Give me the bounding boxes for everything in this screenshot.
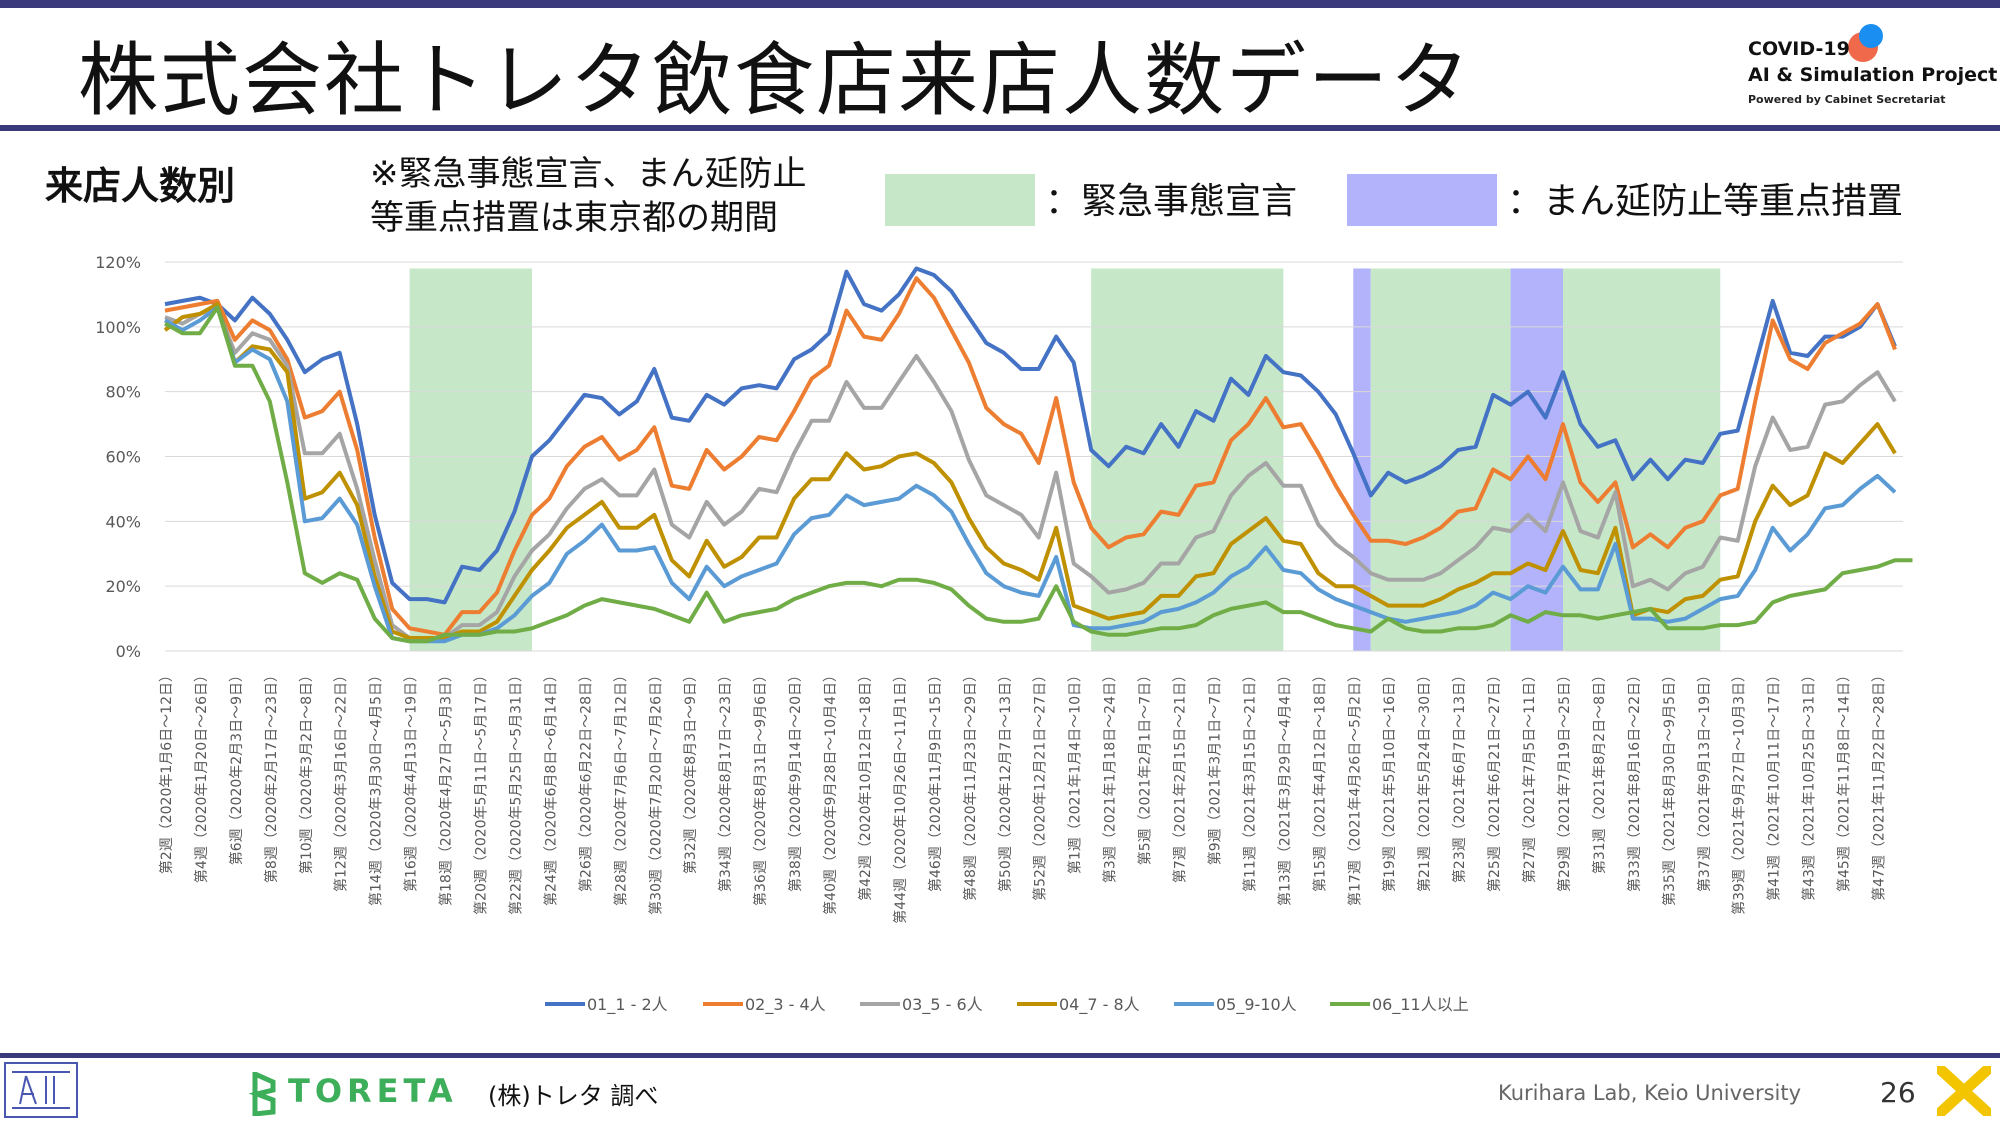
logo-blue-dot-icon [1859, 24, 1883, 48]
x-tick-label: 第21週（2021年5月24日～30日） [1416, 668, 1433, 892]
page-number: 26 [1880, 1076, 1916, 1109]
y-tick-label: 0% [116, 642, 141, 661]
x-tick-label: 第32週（2020年8月3日～9日） [682, 668, 699, 874]
x-tick-label: 第8週（2020年2月17日～23日） [263, 668, 280, 883]
data-source: (株)トレタ 調べ [488, 1082, 659, 1110]
x-tick-label: 第45週（2021年11月8日～14日） [1836, 668, 1853, 892]
priority-swatch [1347, 174, 1497, 226]
x-tick-label: 第44週（2020年10月26日～11月1日） [892, 668, 909, 924]
x-tick-label: 第2週（2020年1月6日～12日） [158, 668, 175, 874]
x-tick-label: 第7週（2021年2月15日～21日） [1172, 668, 1189, 883]
legend-label: 03_5 - 6人 [902, 995, 983, 1015]
toreta-logo-icon [248, 1072, 276, 1116]
y-tick-label: 100% [95, 318, 141, 337]
x-tick-label: 第27週（2021年7月5日～11日） [1521, 668, 1538, 883]
x-tick-label: 第25週（2021年6月21日～27日） [1486, 668, 1503, 892]
x-tick-label: 第28週（2020年7月6日～7月12日） [612, 668, 629, 906]
x-tick-label: 第16週（2020年4月13日～19日） [403, 668, 420, 892]
lab-logo-icon [4, 1062, 78, 1118]
x-tick-label: 第15週（2021年4月12日～18日） [1311, 668, 1328, 892]
footer-divider [0, 1053, 2000, 1058]
logo-line2: AI & Simulation Project [1748, 64, 1998, 86]
x-tick-label: 第42週（2020年10月12日～18日） [857, 668, 874, 901]
x-tick-label: 第20週（2020年5月11日～5月17日） [473, 668, 490, 915]
x-tick-label: 第5週（2021年2月1日～7日） [1137, 668, 1154, 865]
x-tick-label: 第13週（2021年3月29日～4月4日） [1276, 668, 1293, 906]
shaded-period-emergency [409, 268, 532, 651]
shaded-period-priority [1353, 268, 1371, 651]
x-tick-label: 第18週（2020年4月27日～5月3日） [438, 668, 455, 906]
x-tick-label: 第33週（2021年8月16日～22日） [1626, 668, 1643, 892]
emergency-swatch [885, 174, 1035, 226]
title-divider [0, 125, 2000, 131]
x-logo-icon [1937, 1066, 1991, 1116]
x-tick-label: 第19週（2021年5月10日～16日） [1381, 668, 1398, 892]
x-tick-label: 第34週（2020年8月17日～23日） [717, 668, 734, 892]
x-tick-label: 第29週（2021年7月19日～25日） [1556, 668, 1573, 892]
x-tick-label: 第39週（2021年9月27日～10月3日） [1731, 668, 1748, 915]
x-tick-label: 第40週（2020年9月28日～10月4日） [822, 668, 839, 915]
series-line-5 [164, 305, 1897, 644]
shaded-period-emergency [1370, 268, 1511, 651]
x-tick-label: 第35週（2021年8月30日～9月5日） [1661, 668, 1678, 906]
x-tick-label: 第50週（2020年12月7日～13日） [997, 668, 1014, 892]
x-tick-label: 第47週（2021年11月22日～28日） [1871, 668, 1888, 901]
x-tick-label: 第31週（2021年8月2日～8日） [1591, 668, 1608, 874]
series-line-6 [164, 305, 1913, 644]
covid-ai-logo: COVID-19 AI & Simulation Project Powered… [1745, 24, 1997, 114]
x-tick-label: 第36週（2020年8月31日～9月6日） [752, 668, 769, 906]
series-line-2 [164, 276, 1897, 637]
y-tick-label: 80% [105, 383, 141, 402]
legend-label: 02_3 - 4人 [745, 995, 826, 1015]
shaded-period-emergency [1091, 268, 1284, 651]
x-tick-label: 第41週（2021年10月11日～17日） [1766, 668, 1783, 901]
shaded-period-emergency [1562, 268, 1721, 651]
x-tick-label: 第4週（2020年1月20日～26日） [193, 668, 210, 883]
legend-label: 06_11人以上 [1372, 995, 1469, 1015]
y-tick-label: 60% [105, 448, 141, 467]
x-tick-label: 第6週（2020年2月3日～9日） [228, 668, 245, 865]
period-note-line2: 等重点措置は東京都の期間 [370, 198, 778, 238]
legend-label: 01_1 - 2人 [587, 995, 668, 1015]
shaded-period-priority [1510, 268, 1563, 651]
x-tick-label: 第38週（2020年9月14日～20日） [787, 668, 804, 892]
x-tick-label: 第26週（2020年6月22日～28日） [577, 668, 594, 892]
legend-label: 04_7 - 8人 [1059, 995, 1140, 1015]
priority-legend-label: ：まん延防止等重点措置 [1507, 181, 1904, 222]
x-tick-label: 第43週（2021年10月25日～31日） [1801, 668, 1818, 901]
x-tick-label: 第37週（2021年9月13日～19日） [1696, 668, 1713, 892]
logo-line3: Powered by Cabinet Secretariat [1748, 93, 1946, 106]
x-tick-label: 第17週（2021年4月26日～5月2日） [1346, 668, 1363, 906]
x-tick-label: 第22週（2020年5月25日～5月31日） [507, 668, 524, 915]
chart-subtitle: 来店人数別 [45, 164, 236, 208]
x-tick-label: 第48週（2020年11月23日～29日） [962, 668, 979, 901]
slide-title: 株式会社トレタ飲食店来店人数データ [78, 34, 1472, 127]
series-line-3 [164, 305, 1897, 640]
x-tick-label: 第14週（2020年3月30日～4月5日） [368, 668, 385, 906]
y-tick-label: 40% [105, 512, 141, 531]
top-accent-bar [0, 0, 2000, 8]
emergency-legend-label: ：緊急事態宣言 [1045, 181, 1298, 222]
period-note: ※緊急事態宣言、まん延防止 等重点措置は東京都の期間 [370, 152, 807, 240]
x-tick-label: 第10週（2020年3月2日～8日） [298, 668, 315, 874]
logo-line1: COVID-19 [1748, 38, 1850, 60]
x-tick-label: 第52週（2020年12月21日～27日） [1032, 668, 1049, 901]
legend-label: 05_9-10人 [1216, 995, 1297, 1015]
y-tick-label: 120% [95, 253, 141, 272]
series-line-1 [164, 266, 1897, 605]
y-tick-label: 20% [105, 577, 141, 596]
period-note-line1: ※緊急事態宣言、まん延防止 [370, 154, 807, 194]
x-tick-label: 第23週（2021年6月7日～13日） [1451, 668, 1468, 883]
x-tick-label: 第11週（2021年3月15日～21日） [1241, 668, 1258, 892]
x-tick-label: 第9週（2021年3月1日～7日） [1206, 668, 1223, 865]
visitor-line-chart: 0% 20% 40% 60% 80% 100% 120% 第2週（2020年1月6日～12日）… [95, 253, 1913, 1015]
x-tick-label: 第30週（2020年7月20日～7月26日） [647, 668, 664, 915]
x-tick-label: 第12週（2020年3月16日～22日） [333, 668, 350, 892]
toreta-logo-text: TORETA [288, 1072, 458, 1110]
x-tick-label: 第1週（2021年1月4日～10日） [1067, 668, 1084, 874]
lab-credit: Kurihara Lab, Keio University [1498, 1081, 1802, 1105]
x-tick-label: 第24週（2020年6月8日～6月14日） [542, 668, 559, 906]
x-tick-label: 第3週（2021年1月18日～24日） [1102, 668, 1119, 883]
x-tick-label: 第46週（2020年11月9日～15日） [927, 668, 944, 892]
